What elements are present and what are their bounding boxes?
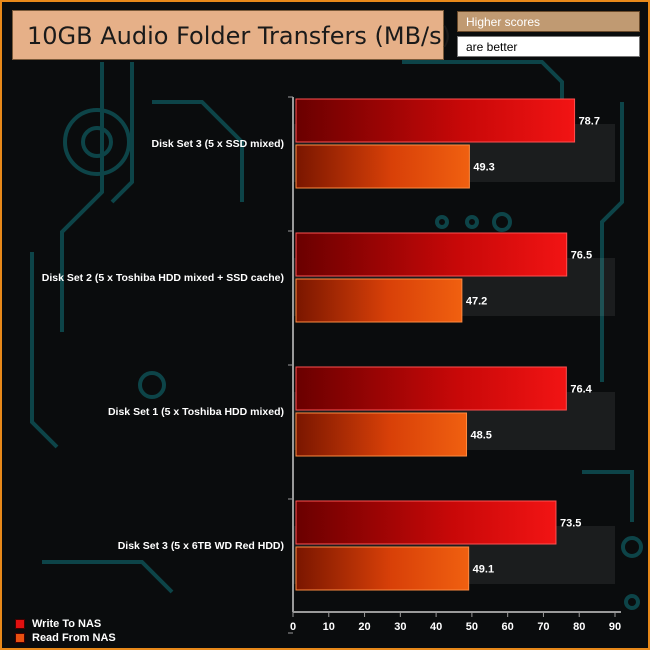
note-box-bottom: are better bbox=[457, 36, 640, 57]
legend-item-read: Read From NAS bbox=[15, 632, 116, 644]
bar-read bbox=[295, 546, 470, 591]
x-axis bbox=[288, 96, 621, 634]
x-tick-label: 0 bbox=[290, 621, 296, 633]
bars-layer: 78.7 49.3 76.5 47.2 76.4 48.5 73.5 49.1 bbox=[295, 98, 600, 591]
x-tick-label: 20 bbox=[358, 621, 370, 633]
legend-item-write: Write To NAS bbox=[15, 618, 101, 630]
x-tick-label: 80 bbox=[573, 621, 585, 633]
category-label: Disk Set 3 (5 x 6TB WD Red HDD) bbox=[118, 540, 284, 552]
bar-write bbox=[295, 500, 557, 545]
note-higher-scores: Higher scores bbox=[466, 15, 541, 29]
bar-read bbox=[295, 144, 470, 189]
x-tick-label: 60 bbox=[502, 621, 514, 633]
chart-title: 10GB Audio Folder Transfers (MB/s) bbox=[27, 22, 451, 50]
value-label-write: 78.7 bbox=[579, 116, 600, 128]
value-label-read: 49.1 bbox=[473, 564, 494, 576]
title-box: 10GB Audio Folder Transfers (MB/s) bbox=[12, 10, 451, 60]
note-box-top: Higher scores bbox=[457, 11, 640, 32]
category-labels: Disk Set 3 (5 x SSD mixed) Disk Set 2 (5 … bbox=[42, 138, 284, 552]
bar-write bbox=[295, 98, 576, 143]
value-label-read: 47.2 bbox=[466, 296, 487, 308]
value-label-write: 76.4 bbox=[570, 384, 592, 396]
x-tick-label: 40 bbox=[430, 621, 442, 633]
x-tick-label: 30 bbox=[394, 621, 406, 633]
category-label: Disk Set 3 (5 x SSD mixed) bbox=[152, 138, 284, 150]
bar-read bbox=[295, 278, 463, 323]
value-label-read: 48.5 bbox=[471, 430, 492, 442]
note-are-better: are better bbox=[466, 40, 518, 54]
bar-read bbox=[295, 412, 468, 457]
legend-swatch-read bbox=[15, 633, 25, 643]
legend-label-write: Write To NAS bbox=[32, 618, 102, 630]
x-tick-labels: 0 10 20 30 40 50 60 70 80 90 bbox=[290, 621, 621, 633]
bar-write bbox=[295, 232, 568, 277]
x-tick-label: 90 bbox=[609, 621, 621, 633]
category-label: Disk Set 2 (5 x Toshiba HDD mixed + SSD … bbox=[42, 272, 284, 284]
x-tick-label: 70 bbox=[537, 621, 549, 633]
bar-write bbox=[295, 366, 567, 411]
x-tick-label: 10 bbox=[323, 621, 335, 633]
value-label-write: 76.5 bbox=[571, 250, 592, 262]
x-tick-label: 50 bbox=[466, 621, 478, 633]
legend-swatch-write bbox=[15, 619, 25, 629]
legend-label-read: Read From NAS bbox=[32, 632, 116, 644]
value-label-write: 73.5 bbox=[560, 518, 581, 530]
category-label: Disk Set 1 (5 x Toshiba HDD mixed) bbox=[108, 406, 284, 418]
value-label-read: 49.3 bbox=[473, 162, 494, 174]
circuit-background bbox=[30, 60, 643, 610]
